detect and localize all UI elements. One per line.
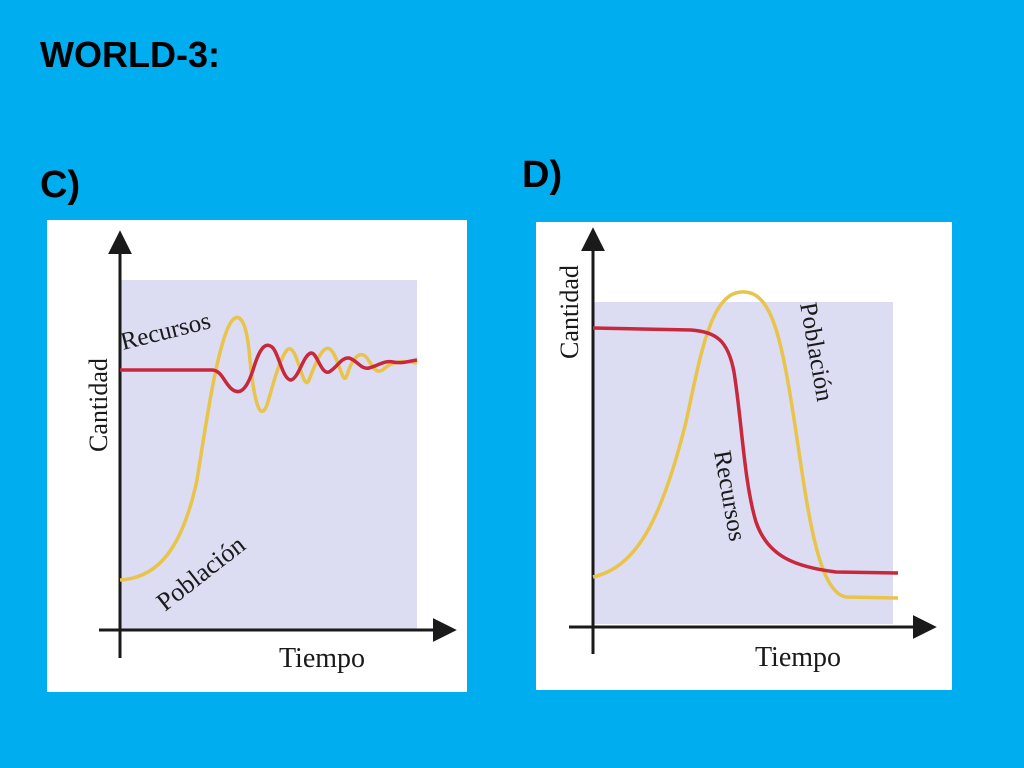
slide-title: WORLD-3: xyxy=(40,34,220,75)
diagram-c: Cantidad Tiempo Recursos Población xyxy=(47,220,467,692)
panel-c-label: C) xyxy=(40,164,81,206)
poblacion-curve xyxy=(592,290,899,600)
plot-area xyxy=(593,302,893,624)
diagram-c-svg: Cantidad Tiempo Recursos Población xyxy=(84,230,457,674)
panel-d-label: D) xyxy=(522,154,563,196)
y-axis-label: Cantidad xyxy=(84,358,113,452)
diagram-d-svg: Cantidad Tiempo Población Recursos xyxy=(555,227,937,673)
poblacion-curve xyxy=(119,315,418,582)
x-axis-label: Tiempo xyxy=(279,643,365,674)
recursos-curve xyxy=(120,343,418,394)
y-axis-label: Cantidad xyxy=(555,265,584,359)
plot-area xyxy=(120,280,417,630)
recursos-curve xyxy=(592,326,899,575)
x-axis-label: Tiempo xyxy=(755,642,841,673)
diagram-d: Cantidad Tiempo Población Recursos xyxy=(536,222,952,690)
